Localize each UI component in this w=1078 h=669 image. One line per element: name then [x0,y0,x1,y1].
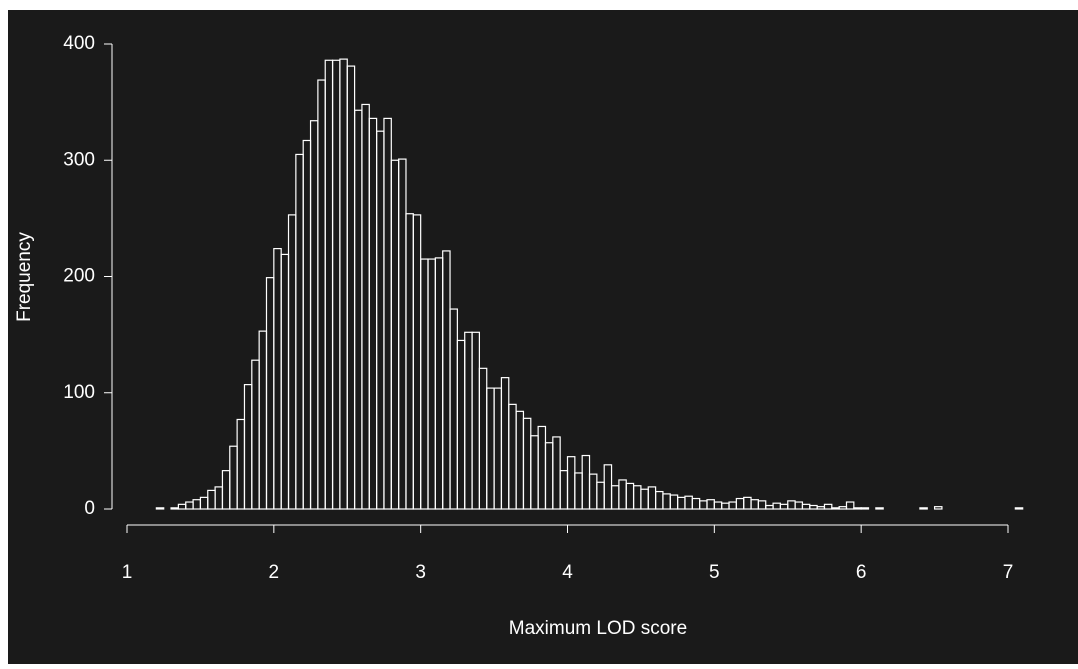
bar [155,507,165,510]
bar [831,507,840,510]
x-tick-label: 1 [122,562,133,583]
x-tick-label: 2 [269,562,280,583]
bar [1014,507,1024,510]
y-tick-label: 0 [84,498,95,519]
y-tick-label: 400 [63,33,95,54]
bar [853,507,862,510]
y-tick-label: 300 [63,149,95,170]
bar [933,506,943,510]
panel [8,10,1078,664]
x-tick-label: 7 [1003,562,1014,583]
bar [919,507,928,510]
bar [860,507,870,510]
x-tick-label: 5 [709,562,720,583]
bar [845,501,855,510]
x-axis-label: Maximum LOD score [509,618,687,639]
bar [823,503,833,510]
x-tick-label: 3 [415,562,426,583]
bar [170,507,179,510]
x-tick-label: 6 [856,562,867,583]
x-tick-label: 4 [562,562,573,583]
y-tick-label: 100 [63,382,95,403]
y-axis-label: Frequency [14,232,35,322]
bar [875,507,884,510]
y-tick-label: 200 [63,266,95,287]
